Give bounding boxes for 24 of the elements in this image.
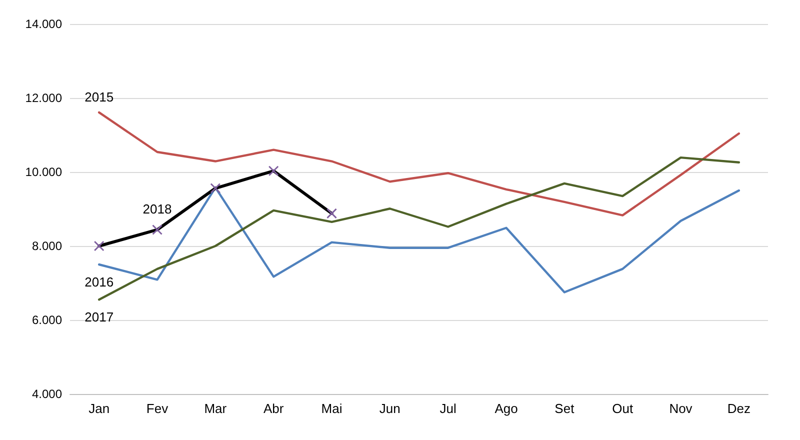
x-tick-label: Jan bbox=[88, 401, 110, 416]
x-tick-label: Dez bbox=[727, 401, 750, 416]
x-tick-label: Jun bbox=[379, 401, 400, 416]
series-label: 2017 bbox=[84, 310, 114, 325]
x-tick-label: Nov bbox=[669, 401, 693, 416]
x-tick-label: Ago bbox=[494, 401, 518, 416]
series-label: 2018 bbox=[142, 201, 172, 216]
x-tick-label: Jul bbox=[440, 401, 456, 416]
y-tick-label: 12.000 bbox=[25, 91, 62, 105]
series-label: 2016 bbox=[84, 274, 114, 290]
point bbox=[210, 183, 221, 194]
series-label: 2015 bbox=[84, 89, 114, 104]
x-tick-label: Mar bbox=[204, 401, 228, 416]
y-tick-label: 6.000 bbox=[32, 313, 62, 327]
x-tick-label: Mai bbox=[321, 401, 342, 416]
line-series bbox=[98, 111, 740, 216]
x-tick-label: Set bbox=[554, 401, 575, 416]
y-tick-label: 4.000 bbox=[32, 387, 62, 401]
x-tick-label: Fev bbox=[146, 401, 169, 416]
x-tick-label: Abr bbox=[263, 401, 284, 416]
y-tick-label: 14.000 bbox=[25, 17, 62, 31]
y-tick-label: 10.000 bbox=[25, 165, 62, 179]
y-tick-label: 8.000 bbox=[32, 239, 62, 253]
x-tick-label: Out bbox=[612, 401, 634, 416]
